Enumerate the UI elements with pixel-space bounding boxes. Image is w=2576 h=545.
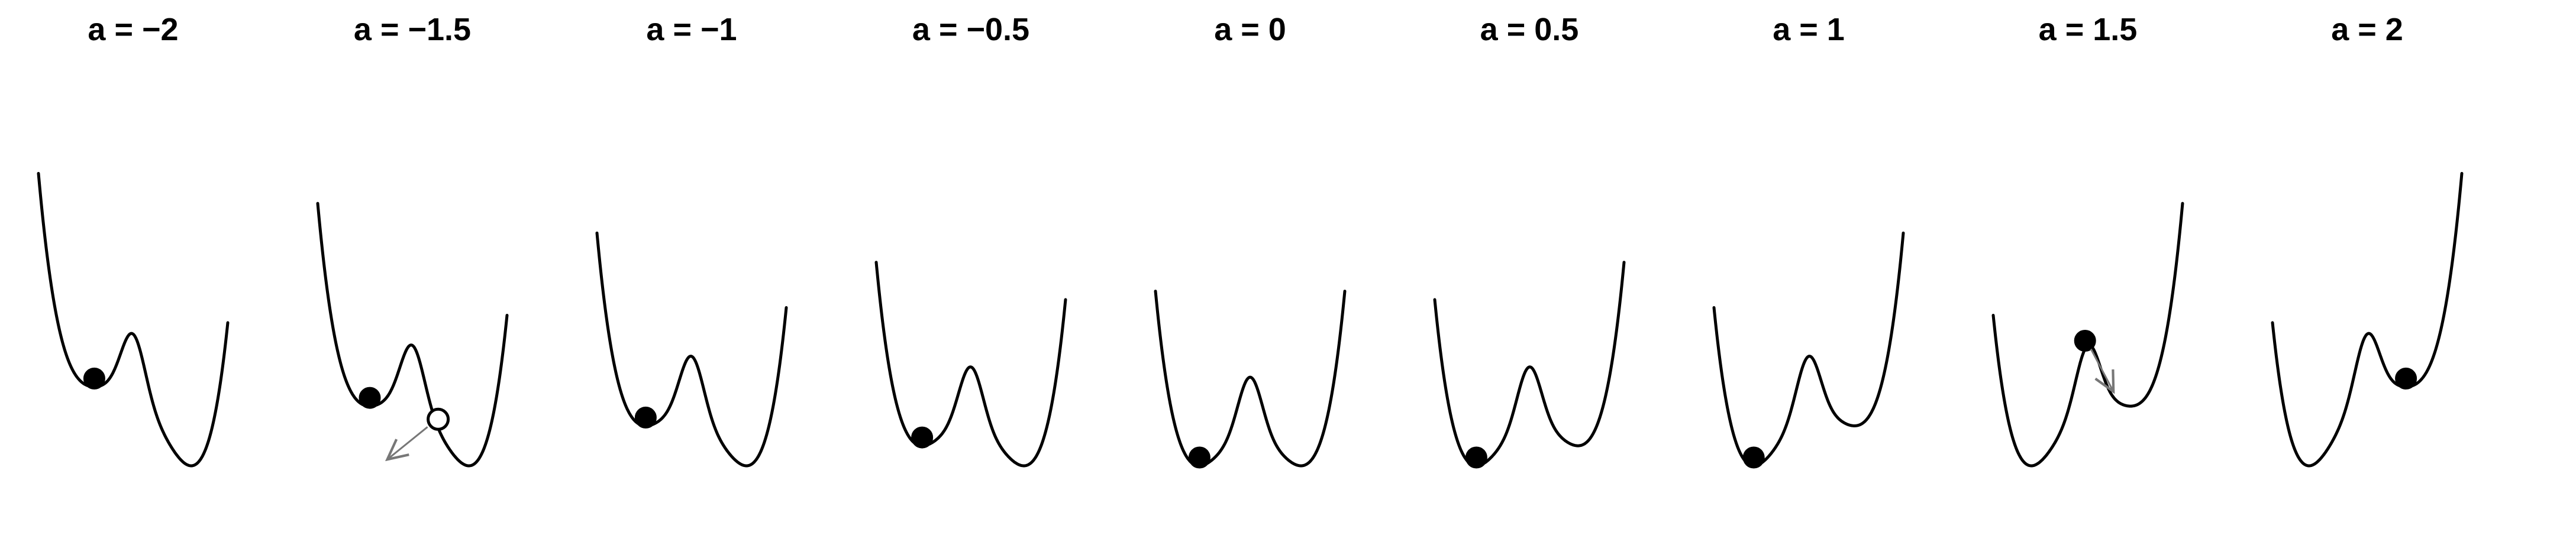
- potential-curve: [2271, 171, 2464, 468]
- panel: a = −0.5: [874, 12, 1067, 468]
- potential-curve: [1154, 290, 1347, 468]
- panel-title: a = 0.5: [1480, 12, 1579, 47]
- panel-title: a = 1: [1773, 12, 1845, 47]
- potential-curve: [874, 261, 1067, 468]
- ball: [2395, 367, 2417, 390]
- panel: a = 1.5: [1991, 12, 2184, 468]
- ball: [1742, 446, 1765, 469]
- panel: a = 2: [2271, 12, 2464, 468]
- potential-curve: [37, 171, 230, 468]
- panel: a = −2: [37, 12, 230, 468]
- panel: a = 1: [1712, 12, 1905, 469]
- panel-title: a = −0.5: [912, 12, 1029, 47]
- arrow: [2090, 348, 2113, 392]
- panel: a = 0.5: [1433, 12, 1626, 469]
- potential-curve: [595, 231, 788, 468]
- ball: [1465, 446, 1487, 469]
- ball: [2074, 330, 2096, 352]
- ball: [634, 406, 657, 429]
- panel-title: a = −1: [646, 12, 737, 47]
- panel: a = 0: [1154, 12, 1347, 469]
- panel: a = −1: [595, 12, 788, 468]
- panel-title: a = 1.5: [2039, 12, 2138, 47]
- arrow: [388, 426, 428, 459]
- ghost-ball: [427, 407, 450, 431]
- panel-title: a = −1.5: [354, 12, 471, 47]
- ball: [1188, 446, 1210, 469]
- panel-title: a = −2: [88, 12, 178, 47]
- panel-title: a = 0: [1214, 12, 1286, 47]
- potential-curve: [1433, 261, 1626, 468]
- ball: [83, 367, 105, 390]
- potential-curve: [1712, 231, 1905, 468]
- potential-curve: [316, 202, 509, 468]
- panel-title: a = 2: [2331, 12, 2403, 47]
- ball: [911, 426, 934, 449]
- ball: [359, 387, 381, 409]
- panel: a = −1.5: [316, 12, 509, 468]
